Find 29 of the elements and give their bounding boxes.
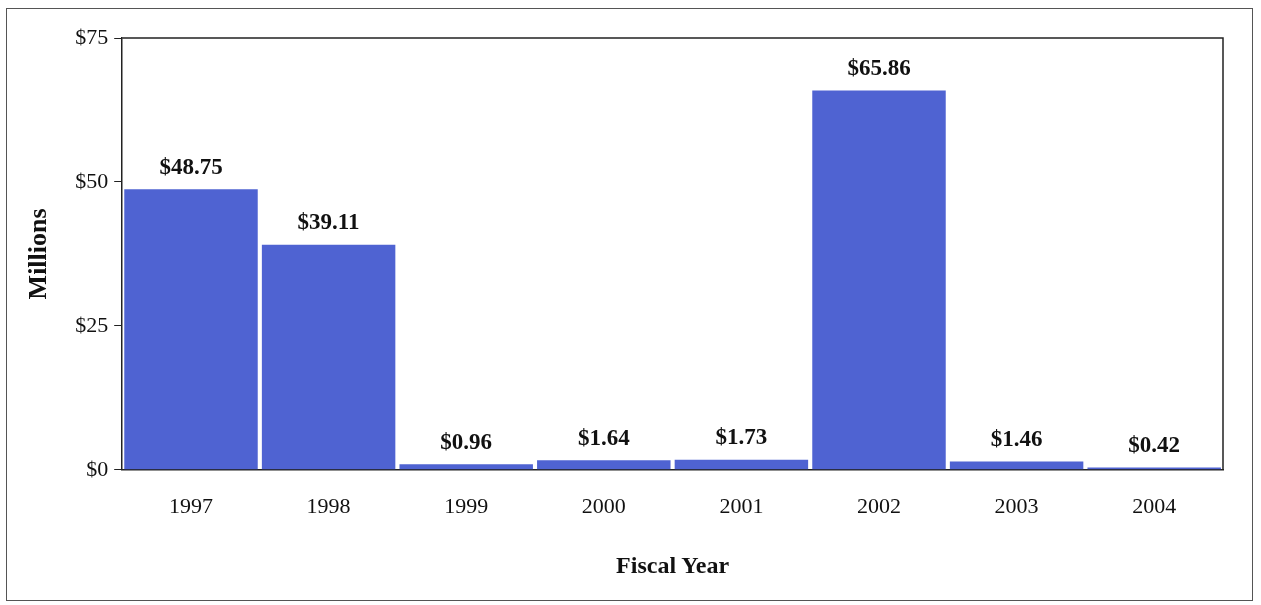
data-label: $39.11 — [297, 209, 360, 235]
y-tick-label: $75 — [75, 23, 109, 49]
bar — [537, 460, 671, 470]
x-tick-label: 1997 — [169, 492, 213, 518]
bar — [124, 189, 258, 470]
bar — [949, 461, 1084, 470]
x-tick-label: 1998 — [306, 492, 351, 518]
data-label: $1.73 — [715, 424, 768, 450]
x-tick-label: 2004 — [1132, 492, 1177, 518]
x-axis-title: Fiscal Year — [616, 551, 730, 578]
data-label: $0.42 — [1128, 431, 1181, 457]
x-tick-label: 1999 — [444, 492, 489, 518]
data-label: $0.96 — [440, 428, 493, 454]
y-tick-label: $50 — [75, 167, 109, 193]
bar — [399, 464, 533, 470]
data-label: $48.75 — [159, 153, 223, 179]
y-tick-label: $0 — [86, 455, 109, 481]
data-label: $1.46 — [990, 425, 1043, 451]
y-axis-title: Millions — [23, 208, 53, 300]
bar — [812, 90, 946, 470]
data-label: $1.64 — [577, 424, 631, 450]
x-tick-label: 2000 — [581, 492, 626, 518]
data-label: $65.86 — [847, 55, 911, 81]
y-tick-label: $25 — [75, 311, 109, 337]
bar — [261, 244, 396, 470]
x-tick-label: 2002 — [857, 492, 901, 518]
bar — [674, 459, 809, 470]
x-tick-label: 2001 — [719, 492, 764, 518]
x-tick-label: 2003 — [994, 492, 1039, 518]
